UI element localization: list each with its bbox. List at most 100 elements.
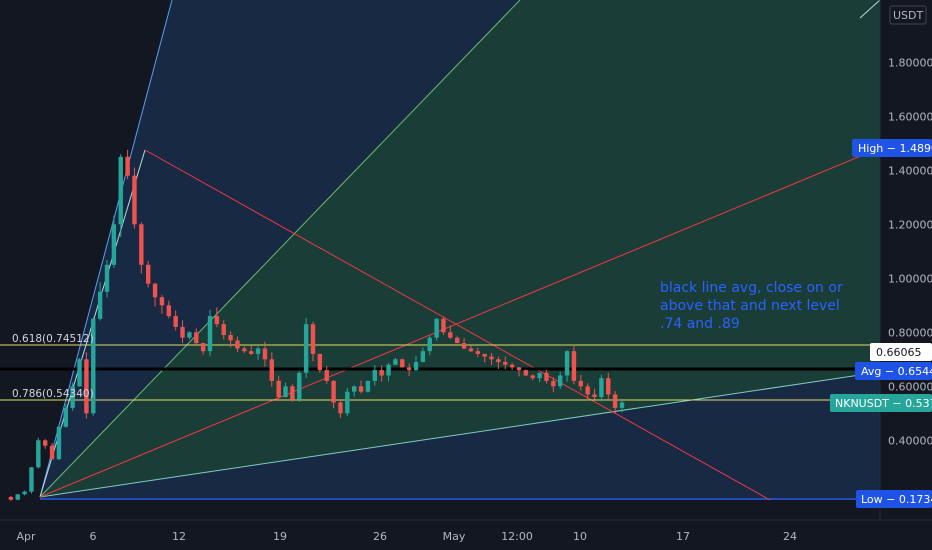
candle-body xyxy=(221,324,226,335)
candle-body xyxy=(173,316,178,327)
candle-body xyxy=(63,407,68,427)
candle-body xyxy=(338,402,343,414)
candle-body xyxy=(235,340,240,349)
candle-body xyxy=(461,343,467,349)
candle-body xyxy=(317,353,323,371)
candle-body xyxy=(22,491,27,495)
candle-body xyxy=(530,375,535,379)
gann-fan-line-flat xyxy=(39,371,880,498)
candle-body xyxy=(194,332,199,344)
candle-body xyxy=(393,359,398,365)
candle-body xyxy=(475,351,480,354)
tag-last-price: NKNUSDT − 0.53762 xyxy=(830,394,932,412)
price-tick-label: 1.40000 xyxy=(888,164,932,177)
time-axis-ticks: Apr 6 12 19 26 May 12:00 10 17 24 xyxy=(16,530,797,543)
candle-body xyxy=(139,224,144,265)
candle-body xyxy=(352,386,357,392)
candle-body xyxy=(111,224,117,265)
tag-black-line: 0.66065 xyxy=(870,343,932,361)
candle-body xyxy=(489,356,494,360)
svg-text:Avg − 0.65442: Avg − 0.65442 xyxy=(861,365,932,378)
time-tick-label: 6 xyxy=(90,530,97,543)
candle-body xyxy=(84,359,89,414)
candle-body xyxy=(496,359,501,362)
candle-body xyxy=(571,351,577,381)
candle-body xyxy=(214,316,220,325)
candle-body xyxy=(228,335,233,341)
time-tick-label: 12 xyxy=(172,530,186,543)
tag-high: High − 1.48900 xyxy=(852,139,932,157)
price-tick-label: 1.80000 xyxy=(888,56,932,69)
candle-body xyxy=(441,318,446,333)
candle-body xyxy=(276,380,281,398)
price-tick-label: 0.80000 xyxy=(888,326,932,339)
candle-body xyxy=(551,380,556,387)
time-tick-label: 12:00 xyxy=(501,530,533,543)
candle-body xyxy=(386,364,391,376)
candle-body xyxy=(303,324,309,373)
candle-body xyxy=(146,264,151,284)
candle-body xyxy=(36,440,41,468)
candle-body xyxy=(255,348,261,354)
candle-body xyxy=(290,386,295,400)
candle-body xyxy=(207,316,213,352)
fib-label-0786: 0.786(0.54340) xyxy=(12,388,94,400)
candle-body xyxy=(612,394,618,408)
candle-body xyxy=(544,372,549,381)
candle-body xyxy=(242,348,247,352)
candle-body xyxy=(523,370,529,376)
svg-text:0.66065: 0.66065 xyxy=(876,346,922,359)
fib-label-0618: 0.618(0.74512) xyxy=(12,333,94,345)
candle-body xyxy=(104,264,110,292)
candle-body xyxy=(8,497,14,500)
time-tick-label: May xyxy=(443,530,466,543)
candle-body xyxy=(379,370,384,376)
price-tick-label: 1.00000 xyxy=(888,272,932,285)
candle-body xyxy=(413,362,419,371)
candle-body xyxy=(15,494,20,500)
candle-body xyxy=(372,370,377,381)
annotation-line-1: black line avg, close on or xyxy=(660,280,843,296)
gann-fan-green-region xyxy=(40,0,880,497)
candle-body xyxy=(427,337,432,352)
gann-fan-line-upper-right xyxy=(859,0,880,19)
candle-body xyxy=(509,364,515,368)
candle-body xyxy=(558,375,563,387)
trendline-up xyxy=(39,147,880,498)
candle-body xyxy=(420,351,426,362)
candle-body xyxy=(70,386,75,408)
candle-body xyxy=(365,380,371,392)
candle-body xyxy=(619,402,625,408)
price-tick-label: 0.60000 xyxy=(888,380,932,393)
candle-body xyxy=(406,367,412,371)
candle-body xyxy=(434,318,439,338)
candle-body xyxy=(91,318,96,414)
currency-label[interactable]: USDT xyxy=(893,9,924,22)
candle-body xyxy=(49,445,55,460)
candle-body xyxy=(400,359,405,368)
candle-body xyxy=(482,353,487,357)
candle-body xyxy=(448,332,453,338)
candle-body xyxy=(249,351,254,354)
candle-body xyxy=(592,394,597,398)
candle-body xyxy=(358,386,364,392)
candle-body xyxy=(297,372,302,400)
tag-avg: Avg − 0.65442 xyxy=(855,362,932,380)
candle-body xyxy=(125,156,130,176)
candle-body xyxy=(132,175,137,225)
candle-body xyxy=(345,391,350,414)
candle-body xyxy=(43,440,48,446)
candle-body xyxy=(310,324,316,354)
candles-group xyxy=(8,149,625,501)
candle-body xyxy=(599,378,604,398)
price-tick-label: 1.20000 xyxy=(888,218,932,231)
price-axis-ticks: 1.80000 1.60000 1.40000 1.20000 1.00000 0.800… xyxy=(888,56,932,447)
price-axis-panel[interactable] xyxy=(880,0,932,550)
candle-body xyxy=(283,386,288,398)
gann-fan-line-steep xyxy=(39,0,173,498)
time-tick-label: 26 xyxy=(373,530,387,543)
candle-body xyxy=(97,291,103,319)
price-tick-label: 1.60000 xyxy=(888,110,932,123)
candle-body xyxy=(503,362,508,365)
